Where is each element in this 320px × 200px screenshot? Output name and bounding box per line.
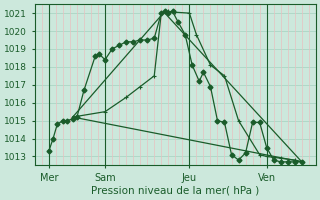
X-axis label: Pression niveau de la mer( hPa ): Pression niveau de la mer( hPa ) <box>91 186 260 196</box>
